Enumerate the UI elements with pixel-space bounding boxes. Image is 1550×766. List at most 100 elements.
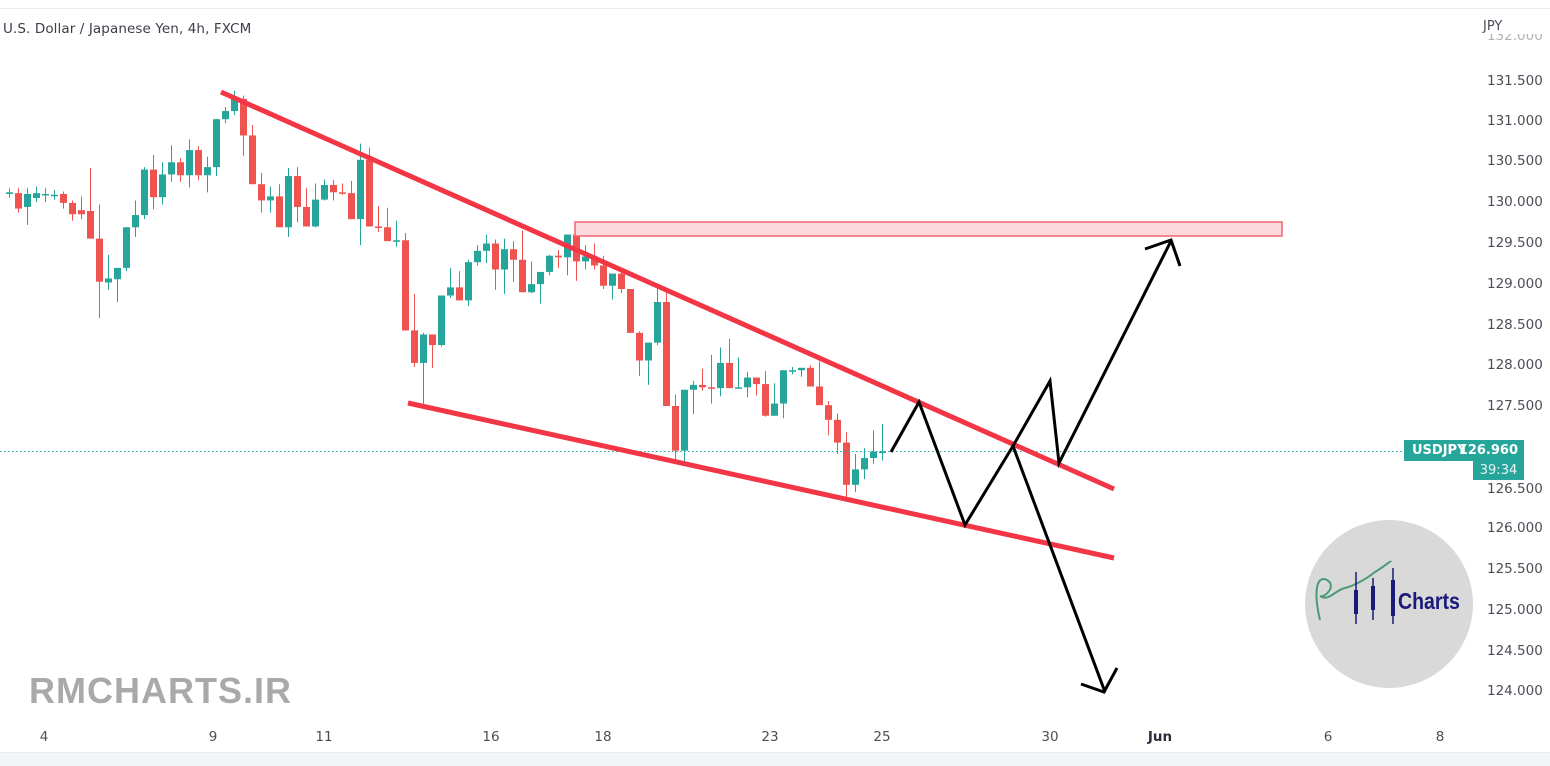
wedge-upper-trendline[interactable] <box>219 89 1116 492</box>
candle <box>762 384 769 416</box>
wedge-lower-trendline[interactable] <box>407 400 1115 561</box>
candle <box>321 185 328 200</box>
candle <box>33 193 40 198</box>
candle <box>312 199 319 227</box>
price-tick-label: 127.500 <box>1487 398 1543 414</box>
price-tick-label: 125.500 <box>1487 561 1543 577</box>
candle <box>807 367 814 387</box>
candle <box>681 389 688 451</box>
time-tick-label: 4 <box>39 729 49 745</box>
time-tick-label: 23 <box>761 729 779 745</box>
candle <box>645 342 652 361</box>
chart-title: U.S. Dollar / Japanese Yen, 4h, FXCM <box>3 21 252 37</box>
candle <box>159 174 166 198</box>
candle <box>582 256 589 262</box>
candle <box>627 289 634 333</box>
candle <box>132 215 139 228</box>
logo-text: Charts <box>1398 588 1460 614</box>
logo-signature-icon <box>1315 560 1395 624</box>
price-tick-label: 124.000 <box>1487 683 1543 699</box>
price-tick-label: 129.000 <box>1487 276 1543 292</box>
time-tick-label: 25 <box>873 729 891 745</box>
candle <box>474 250 481 263</box>
candle <box>870 451 877 458</box>
candle <box>123 227 130 268</box>
candle <box>303 206 310 227</box>
price-tick-label: 128.000 <box>1487 357 1543 373</box>
candle <box>339 192 346 194</box>
price-tick-label: 132.000 <box>1487 28 1543 44</box>
price-tick-label: 129.500 <box>1487 235 1543 251</box>
candle <box>519 259 526 293</box>
candle <box>177 162 184 176</box>
candle <box>843 442 850 485</box>
time-tick-label: 6 <box>1323 729 1333 745</box>
candle <box>852 469 859 485</box>
time-tick-label: 9 <box>208 729 218 745</box>
time-tick-label: Jun <box>1147 729 1173 745</box>
candle <box>510 249 517 260</box>
candle <box>744 377 751 388</box>
candle <box>51 194 58 197</box>
bullish-projection-path[interactable] <box>889 240 1173 529</box>
candle <box>861 458 868 470</box>
candle <box>618 273 625 289</box>
price-tick-label: 130.500 <box>1487 153 1543 169</box>
candle <box>735 387 742 389</box>
candle <box>375 226 382 228</box>
candle <box>231 98 238 112</box>
time-tick-label: 18 <box>594 729 612 745</box>
candle <box>78 210 85 215</box>
time-tick-label: 30 <box>1041 729 1059 745</box>
candle <box>384 227 391 242</box>
time-tick-label: 8 <box>1435 729 1445 745</box>
candle <box>726 362 733 389</box>
candle <box>69 202 76 215</box>
candle <box>213 119 220 168</box>
candle <box>798 367 805 371</box>
candle <box>879 451 886 453</box>
candle <box>60 193 67 203</box>
candle <box>42 193 49 196</box>
candle <box>366 159 373 227</box>
candle <box>465 262 472 301</box>
candle <box>816 386 823 406</box>
last-price-value: 126.960 <box>1458 443 1518 458</box>
last-price-badge: USDJPY 126.960 <box>1404 440 1524 461</box>
price-tick-label: 125.000 <box>1487 602 1543 618</box>
candle <box>96 238 103 282</box>
candle <box>825 405 832 420</box>
candle <box>141 169 148 216</box>
candle <box>6 192 13 194</box>
candle <box>402 240 409 331</box>
candle <box>204 167 211 176</box>
candle <box>24 193 31 207</box>
bearish-projection-path[interactable] <box>1011 445 1107 693</box>
candle <box>186 150 193 176</box>
candle <box>636 332 643 361</box>
candle <box>501 249 508 270</box>
candle <box>150 169 157 198</box>
candle <box>258 184 265 201</box>
candle <box>411 330 418 363</box>
candle <box>240 98 247 136</box>
candle <box>348 193 355 220</box>
candle <box>276 196 283 228</box>
candle <box>690 384 697 390</box>
watermark-text: RMCHARTS.IR <box>29 670 292 711</box>
price-tick-label: 131.500 <box>1487 73 1543 89</box>
bar-countdown: 39:34 <box>1473 461 1524 480</box>
candle <box>114 267 121 280</box>
candle <box>609 273 616 286</box>
candle <box>357 159 364 220</box>
candle <box>654 302 661 343</box>
price-tick-label: 128.500 <box>1487 317 1543 333</box>
resistance-zone[interactable] <box>574 221 1283 237</box>
bullish-arrow-head-icon <box>1144 238 1182 267</box>
candle <box>699 384 706 388</box>
candle <box>168 162 175 175</box>
candle <box>456 287 463 301</box>
candle <box>672 406 679 451</box>
candle <box>555 255 562 258</box>
